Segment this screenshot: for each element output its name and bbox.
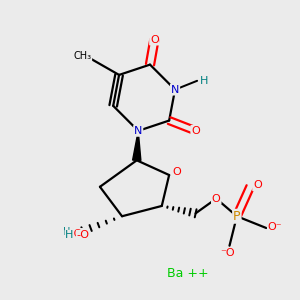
Text: ⁻O: ⁻O	[221, 248, 235, 258]
Text: P: P	[233, 210, 241, 223]
Text: O: O	[191, 126, 200, 136]
Text: Ba ++: Ba ++	[167, 267, 209, 280]
Polygon shape	[133, 131, 141, 161]
Text: N: N	[134, 126, 142, 136]
Text: N: N	[171, 85, 179, 94]
Text: -O: -O	[76, 230, 89, 240]
Text: H: H	[65, 230, 74, 240]
Text: O: O	[150, 34, 159, 45]
Text: O⁻: O⁻	[268, 222, 283, 232]
Text: ·O: ·O	[71, 229, 83, 239]
Text: H: H	[200, 76, 209, 86]
Text: CH₃: CH₃	[73, 51, 91, 61]
Text: H: H	[63, 227, 70, 237]
Text: O: O	[212, 194, 220, 204]
Text: O: O	[253, 180, 262, 190]
Text: O: O	[172, 167, 181, 177]
